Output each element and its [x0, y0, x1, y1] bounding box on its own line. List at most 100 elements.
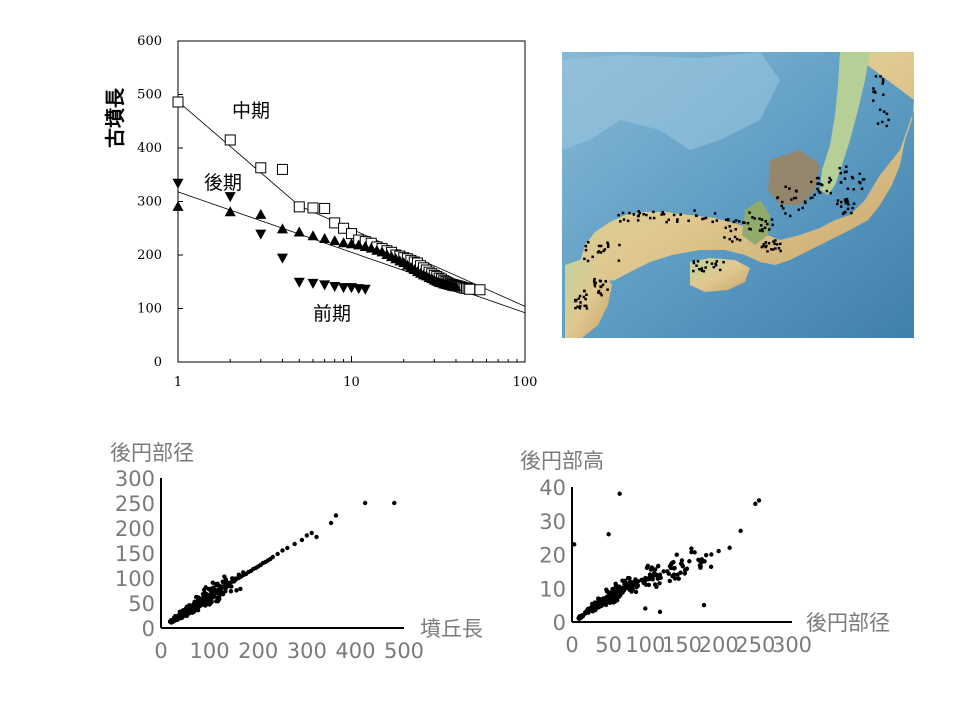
kofun-marker: [586, 259, 590, 263]
scatter-point: [657, 609, 663, 615]
kofun-marker: [645, 213, 648, 217]
scatter-point: [639, 578, 644, 583]
kofun-marker: [583, 257, 586, 261]
map-alps: [768, 150, 820, 205]
kofun-marker: [844, 201, 848, 205]
scatter-point: [622, 578, 628, 584]
kofun-marker: [692, 260, 695, 263]
scatter-point: [644, 576, 650, 581]
kofun-marker: [770, 218, 774, 221]
kofun-marker: [817, 176, 820, 180]
kofun-marker: [676, 218, 679, 221]
chart-xtick-label: 300: [772, 633, 812, 657]
scatter-point: [650, 577, 655, 582]
kofun-marker: [829, 191, 832, 195]
kofun-marker: [810, 180, 813, 184]
kofun-marker: [600, 293, 603, 297]
scatter-point: [594, 604, 600, 609]
kofun-marker: [606, 288, 609, 291]
kofun-marker: [773, 242, 776, 246]
scatter-point: [167, 619, 173, 624]
kofun-marker: [790, 198, 793, 201]
chart-xtick-label: 200: [238, 639, 278, 663]
kofun-marker: [782, 207, 785, 210]
kofun-marker: [881, 78, 885, 81]
kofun-marker: [770, 248, 773, 251]
kofun-marker: [844, 210, 847, 214]
point-late: [359, 240, 371, 251]
kofun-marker: [695, 214, 698, 218]
point-late: [172, 200, 184, 211]
kofun-marker: [771, 223, 774, 227]
scatter-point: [607, 590, 612, 595]
kofun-marker: [577, 297, 581, 300]
kofun-marker: [715, 219, 719, 222]
kofun-marker: [601, 283, 605, 287]
chart-ytick-label: 40: [539, 476, 566, 500]
kofun-marker: [775, 243, 779, 246]
kofun-marker: [788, 187, 791, 190]
point-early: [319, 280, 331, 291]
scatter-point: [716, 548, 721, 554]
kofun-marker: [858, 172, 861, 175]
chart-ytick-label: 10: [539, 577, 566, 601]
kofun-marker: [817, 190, 821, 193]
kofun-marker: [584, 304, 588, 308]
scatter-point: [214, 599, 219, 604]
kofun-marker: [617, 213, 620, 217]
scatter-point: [204, 592, 210, 597]
japan-relief-map: [562, 52, 914, 338]
point-mid: [276, 163, 288, 175]
kofun-marker: [816, 182, 819, 185]
kofun-marker: [758, 217, 761, 220]
kofun-marker: [760, 218, 764, 221]
kofun-marker: [764, 241, 768, 244]
scatter-point: [362, 500, 368, 506]
kofun-marker: [637, 210, 640, 213]
kofun-marker: [774, 239, 777, 242]
kofun-marker: [598, 279, 602, 282]
scatter-point: [215, 595, 220, 600]
scatter-point: [304, 533, 309, 538]
chart-ytick-label: 300: [115, 467, 155, 491]
scatter-point: [241, 570, 246, 575]
kofun-marker: [844, 198, 848, 201]
kofun-marker: [718, 268, 722, 272]
legend-label-mid: 中期: [232, 100, 270, 122]
scatter-point: [676, 576, 681, 581]
kofun-marker: [652, 210, 655, 214]
kofun-marker: [779, 242, 782, 246]
kofun-marker: [722, 260, 725, 264]
scatter-point: [204, 597, 210, 602]
scatter-point: [285, 545, 290, 551]
kofun-marker: [731, 240, 734, 243]
kofun-marker: [850, 211, 853, 215]
kofun-marker: [696, 260, 700, 263]
point-late: [329, 235, 341, 246]
scatter-point: [649, 565, 655, 570]
chart-xtick-label: 50: [595, 633, 622, 657]
kofun-marker: [576, 305, 579, 308]
kofun-marker: [839, 171, 842, 175]
scatter-point: [708, 564, 714, 570]
chart-3-points: [572, 491, 762, 621]
kofun-marker: [628, 211, 631, 215]
kofun-marker: [847, 203, 850, 206]
kofun-marker: [715, 260, 719, 263]
kofun-marker: [795, 190, 798, 193]
kofun-marker: [874, 91, 877, 94]
kofun-marker: [621, 211, 625, 215]
chart-1-ytick-label: 600: [137, 34, 162, 49]
scatter-point: [606, 598, 612, 603]
kofun-marker: [881, 80, 885, 83]
kofun-marker: [711, 220, 714, 224]
kofun-marker: [585, 293, 588, 296]
chart-ytick-label: 30: [539, 510, 566, 534]
chart-ytick-label: 200: [115, 517, 155, 541]
kofun-marker: [859, 181, 862, 185]
scatter-point: [756, 498, 762, 503]
chart-xtick-label: 150: [662, 633, 702, 657]
scatter-point: [667, 578, 672, 584]
kofun-marker: [753, 217, 756, 220]
